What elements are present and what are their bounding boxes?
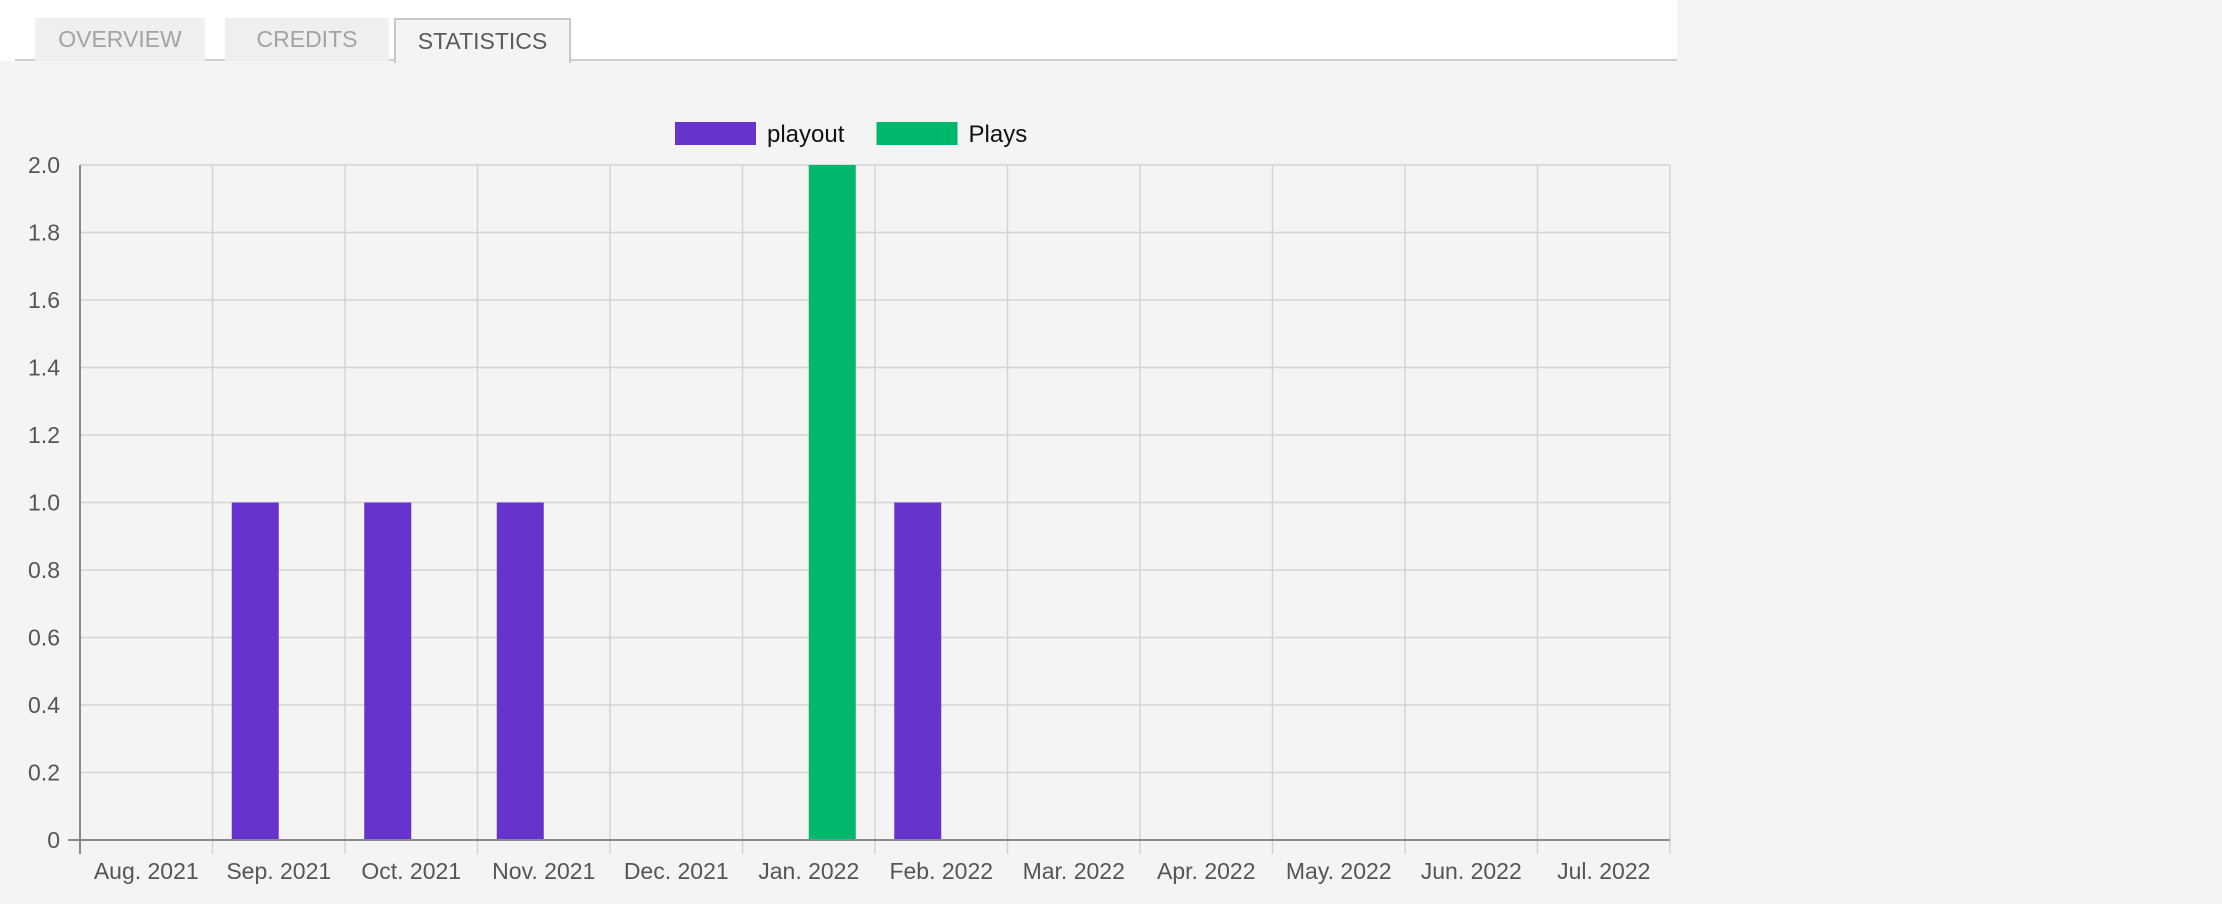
bar-playout bbox=[364, 502, 412, 840]
y-tick-label: 1.4 bbox=[28, 355, 60, 381]
y-tick-label: 1.0 bbox=[28, 490, 60, 516]
x-tick-label: Nov. 2021 bbox=[492, 858, 595, 884]
bar-playout bbox=[231, 502, 279, 840]
legend-swatch-plays bbox=[876, 122, 958, 145]
y-tick-label: 0.4 bbox=[28, 692, 60, 718]
y-tick-label: 0 bbox=[47, 827, 60, 853]
tab-statistics[interactable]: STATISTICS bbox=[394, 18, 571, 63]
x-tick-label: May. 2022 bbox=[1286, 858, 1392, 884]
x-axis-labels: Aug. 2021 Sep. 2021 Oct. 2021 Nov. 2021 Dec.… bbox=[94, 858, 1651, 884]
y-tick-label: 1.6 bbox=[28, 287, 60, 313]
y-tick-label: 0.2 bbox=[28, 760, 60, 786]
x-tick-label: Mar. 2022 bbox=[1023, 858, 1125, 884]
legend-label-playout: playout bbox=[767, 121, 845, 148]
y-tick-label: 0.8 bbox=[28, 557, 60, 583]
x-tick-label: Apr. 2022 bbox=[1157, 858, 1255, 884]
bar-chart-svg: playout Plays 0 0.2 0.4 0.6 0.8 1.0 1.2 1.4 1.6 1.… bbox=[28, 121, 1671, 884]
y-tick-label: 0.6 bbox=[28, 625, 60, 651]
x-tick-label: Sep. 2021 bbox=[226, 858, 331, 884]
legend-label-plays: Plays bbox=[969, 121, 1028, 148]
x-tick-label: Jun. 2022 bbox=[1421, 858, 1522, 884]
chart-legend: playout Plays bbox=[675, 121, 1027, 148]
tab-bar: OVERVIEW CREDITS STATISTICS bbox=[15, 0, 1677, 63]
x-tick-label: Dec. 2021 bbox=[624, 858, 729, 884]
x-tick-label: Oct. 2021 bbox=[361, 858, 461, 884]
top-bar: OVERVIEW CREDITS STATISTICS bbox=[0, 0, 1677, 63]
y-tick-label: 2.0 bbox=[28, 152, 60, 178]
statistics-chart: playout Plays 0 0.2 0.4 0.6 0.8 1.0 1.2 1.4 1.6 1.… bbox=[0, 95, 1680, 900]
bar-playout bbox=[496, 502, 544, 840]
chart-bars bbox=[231, 165, 942, 840]
bar-plays bbox=[808, 165, 856, 840]
bar-playout bbox=[894, 502, 942, 840]
x-tick-label: Feb. 2022 bbox=[889, 858, 993, 884]
x-tick-label: Aug. 2021 bbox=[94, 858, 199, 884]
y-tick-label: 1.2 bbox=[28, 422, 60, 448]
y-tick-label: 1.8 bbox=[28, 220, 60, 246]
chart-axes bbox=[68, 165, 1670, 854]
x-tick-label: Jul. 2022 bbox=[1557, 858, 1650, 884]
chart-grid bbox=[80, 164, 1671, 854]
tab-overview[interactable]: OVERVIEW bbox=[35, 18, 205, 61]
x-tick-label: Jan. 2022 bbox=[758, 858, 859, 884]
y-axis-labels: 0 0.2 0.4 0.6 0.8 1.0 1.2 1.4 1.6 1.8 2.0 bbox=[28, 152, 60, 853]
tab-credits[interactable]: CREDITS bbox=[225, 18, 389, 61]
legend-swatch-playout bbox=[675, 122, 756, 145]
